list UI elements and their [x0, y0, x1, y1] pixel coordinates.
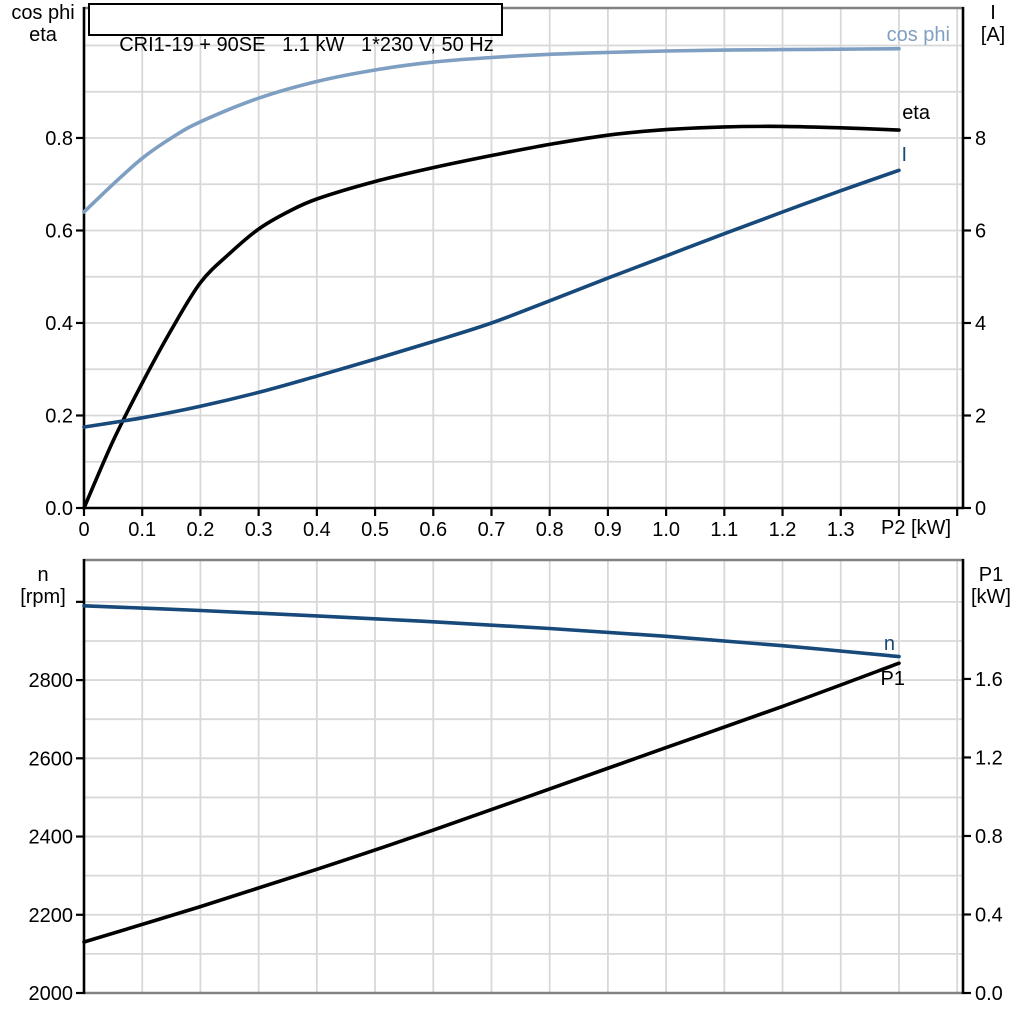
x-tick-label: 0.3 [245, 519, 273, 541]
y-tick-label-right: 1.6 [975, 669, 1003, 691]
x-tick-label: 0.8 [536, 519, 564, 541]
x-tick-label: 0.5 [361, 519, 389, 541]
y-tick-label-right: 2 [975, 405, 986, 427]
y-tick-label-left: 0.2 [45, 405, 73, 427]
curve-label-speed: n [883, 633, 895, 655]
axis-title-speed-unit: [rpm] [20, 586, 66, 608]
axis-title-p1: P1 [978, 564, 1004, 586]
curve-p1 [82, 661, 901, 944]
y-tick-label-right: 0 [975, 498, 986, 520]
curve-label-current: I [901, 144, 907, 166]
axis-title-eta: eta [29, 24, 57, 46]
y-tick-label-right: 0.4 [975, 904, 1003, 926]
top-right-axis-title: I [A] [962, 2, 1024, 46]
x-tick-label: 1.2 [769, 519, 797, 541]
y-tick-label-left: 2200 [29, 905, 74, 927]
y-tick-label-right: 0.8 [975, 826, 1003, 848]
x-tick-label: 0.4 [303, 519, 331, 541]
x-tick-label: 0.6 [419, 519, 447, 541]
curve-eta [82, 124, 901, 510]
x-tick-label: 0.2 [187, 519, 215, 541]
chart-title: CRI1-19 + 90SE 1.1 kW 1*230 V, 50 Hz [119, 34, 494, 56]
axis-title-cos-phi: cos phi [11, 2, 75, 24]
curve-n [82, 604, 901, 659]
y-tick-label-right: 1.2 [975, 747, 1003, 769]
axis-title-p1-unit: [kW] [971, 586, 1011, 608]
y-tick-label-left: 2600 [29, 748, 74, 770]
axis-title-speed: n [37, 564, 49, 586]
curve-label-cos-phi: cos phi [886, 24, 950, 46]
y-tick-label-right: 6 [975, 220, 986, 242]
x-tick-label: 0.9 [594, 519, 622, 541]
axis-title-current-unit: [A] [980, 24, 1006, 46]
curve-cos-phi [82, 46, 901, 214]
y-tick-label-left: 2800 [29, 670, 74, 692]
x-tick-label: 1.3 [827, 519, 855, 541]
curve-i [82, 168, 901, 429]
y-tick-label-left: 0.0 [45, 498, 73, 520]
y-tick-label-left: 2000 [29, 983, 74, 1005]
x-tick-label: 0 [78, 519, 89, 541]
curve-label-eta: eta [902, 102, 930, 124]
axis-title-current: I [990, 2, 996, 24]
y-tick-label-right: 0.0 [975, 983, 1003, 1005]
bottom-left-axis-title: n [rpm] [4, 564, 82, 608]
x-tick-label: 1.0 [652, 519, 680, 541]
y-tick-label-right: 8 [975, 128, 986, 150]
x-tick-label: 1.1 [710, 519, 738, 541]
y-tick-label-left: 0.6 [45, 220, 73, 242]
y-tick-label-left: 0.8 [45, 128, 73, 150]
y-tick-label-left: 0.4 [45, 313, 73, 335]
bottom-right-axis-title: P1 [kW] [958, 564, 1024, 608]
x-axis-unit-label: P2 [kW] [880, 517, 951, 539]
x-tick-label: 0.1 [128, 519, 156, 541]
y-tick-label-right: 4 [975, 313, 986, 335]
chart-title-box: CRI1-19 + 90SE 1.1 kW 1*230 V, 50 Hz [88, 3, 503, 56]
x-tick-label: 0.7 [478, 519, 506, 541]
top-left-axis-title: cos phi eta [2, 2, 84, 46]
y-tick-label-left: 2400 [29, 827, 74, 849]
curve-label-p1: P1 [880, 668, 905, 690]
